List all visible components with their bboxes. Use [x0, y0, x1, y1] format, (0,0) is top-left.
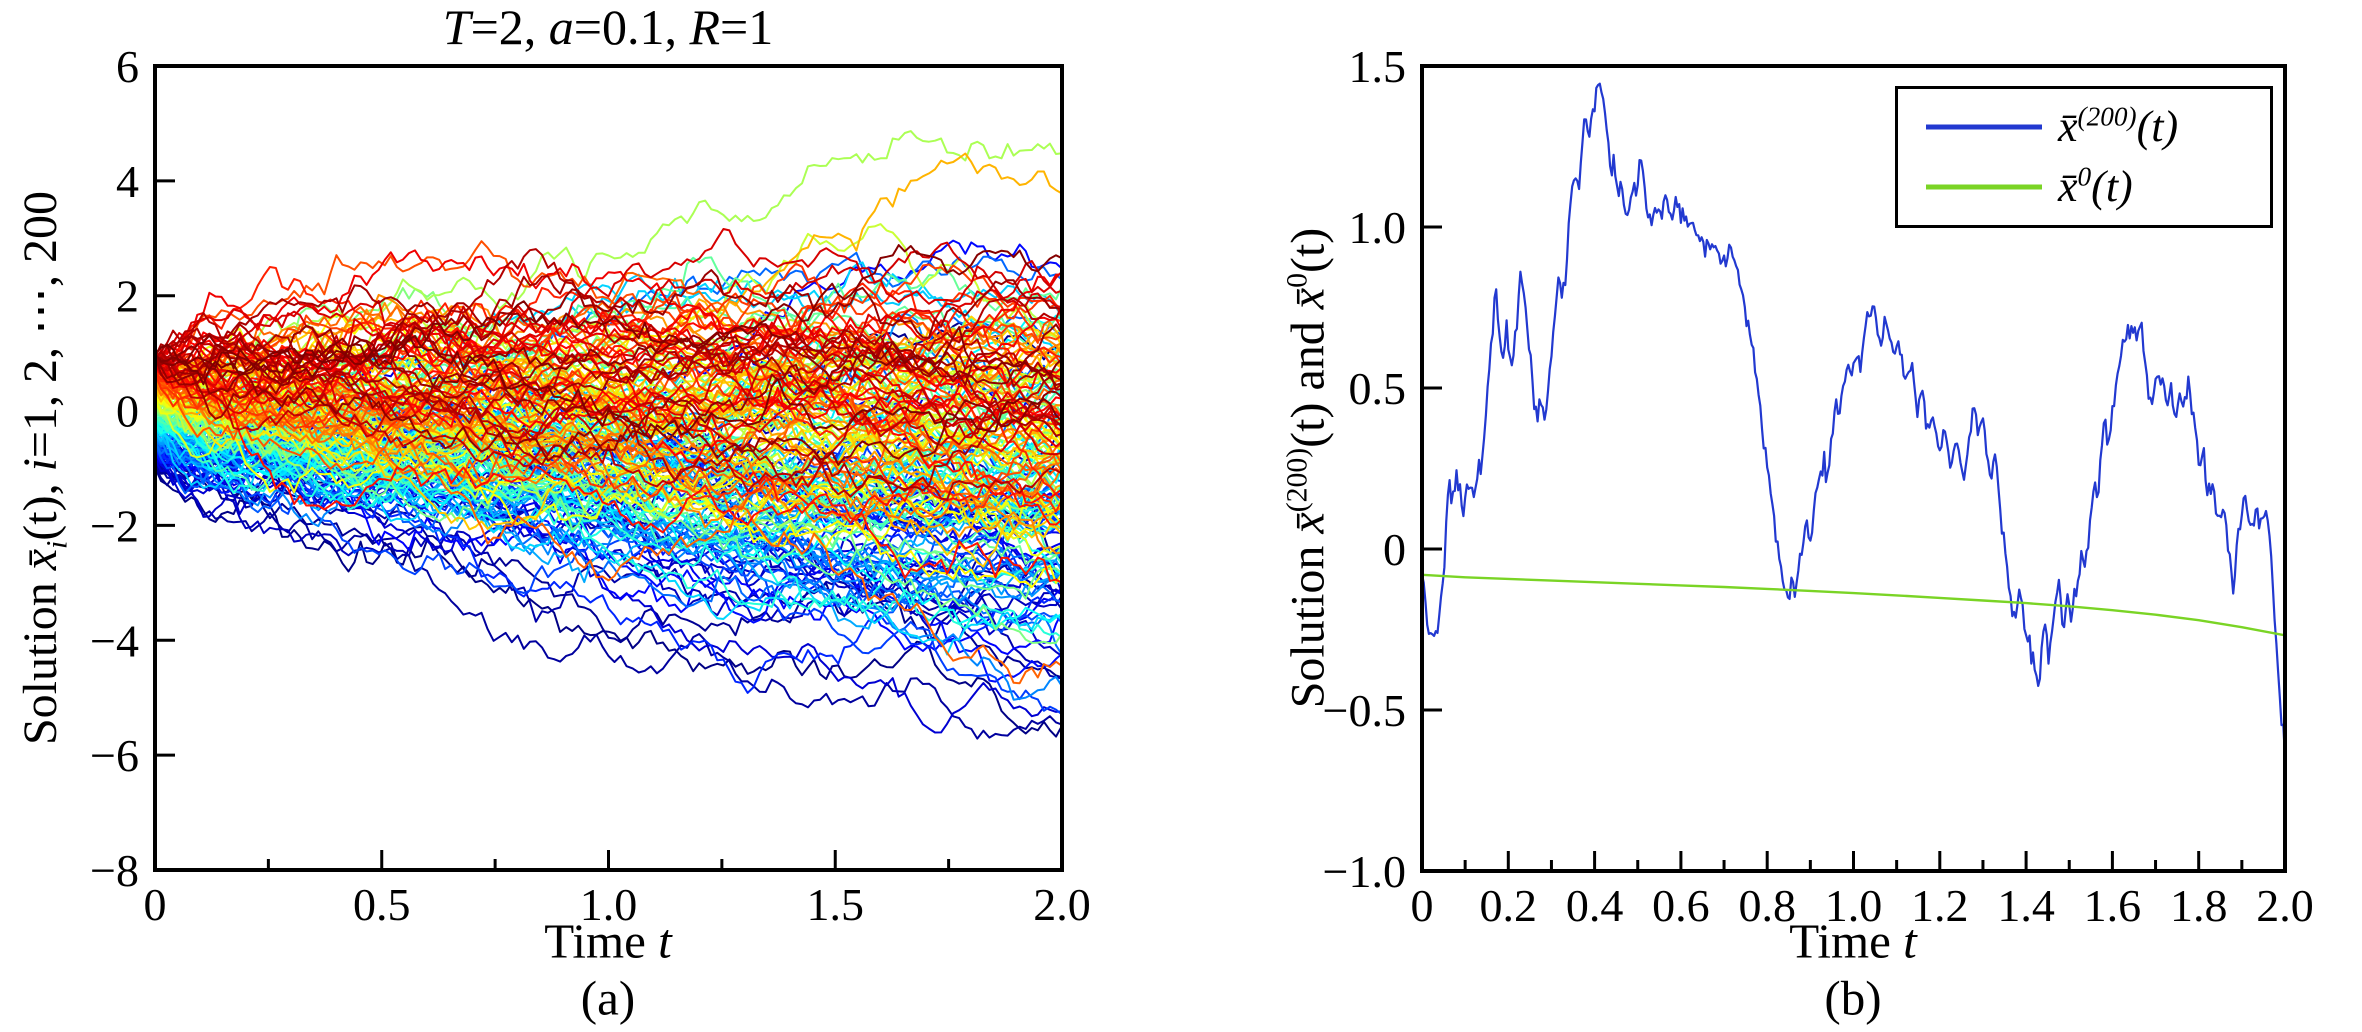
x-tick-label: 0	[1411, 880, 1434, 931]
series-line	[155, 244, 1062, 378]
y-tick-label: 4	[116, 156, 139, 207]
series-line	[155, 293, 1062, 440]
plot-b-caption: (b)	[1824, 970, 1882, 1026]
series-line	[155, 323, 1062, 388]
y-tick-label: −1.0	[1323, 846, 1406, 897]
series-line	[155, 386, 1062, 549]
series-line	[155, 352, 1062, 439]
plot-a-title: T=2, a=0.1, R=1	[443, 0, 773, 56]
title-run: =0.1,	[573, 0, 690, 55]
y-tick-label: −6	[90, 730, 139, 781]
series-line	[1422, 573, 2285, 637]
series-line	[155, 411, 1062, 531]
series-line	[155, 349, 1062, 418]
series-line	[155, 335, 1062, 440]
series-line	[155, 408, 1062, 588]
series-line	[155, 368, 1062, 534]
series-line	[1422, 82, 2285, 759]
series-line	[155, 370, 1062, 513]
series-line	[155, 330, 1062, 420]
series-line	[155, 241, 1062, 404]
y-tick-label: −8	[90, 845, 139, 896]
plot-b-xlabel: Time t	[1789, 913, 1917, 969]
x-tick-label: 1.2	[1911, 880, 1969, 931]
plot-a-xlabel: Time t	[544, 913, 672, 969]
plot-b-ylabel: Solution x̄(200)(t) and x̄0(t)	[1280, 227, 1335, 709]
title-run: =2,	[470, 0, 549, 55]
legend-entry-xbar0: x̄0(t)	[1898, 161, 2270, 211]
series-line	[155, 377, 1062, 685]
x-tick-label: 0	[144, 879, 167, 930]
plot-a-ylabel: Solution x̄i(t), i=1, 2, ⋯, 200	[14, 190, 74, 746]
plot-a-series	[155, 130, 1062, 740]
series-line	[155, 240, 1062, 419]
legend-label: x̄(200)(t)	[2058, 101, 2179, 151]
y-tick-label: −4	[90, 615, 139, 666]
series-line	[155, 344, 1062, 466]
series-line	[155, 466, 1062, 738]
legend-line-sample-green	[1926, 184, 2042, 190]
x-tick-label: 1.6	[2084, 880, 2142, 931]
plot-a-caption: (a)	[580, 970, 636, 1026]
y-tick-label: −2	[90, 500, 139, 551]
series-line	[155, 357, 1062, 458]
y-tick-label: 2	[116, 271, 139, 322]
x-tick-label: 0.5	[353, 879, 411, 930]
title-run: a	[548, 0, 574, 55]
legend-label: x̄0(t)	[2058, 161, 2133, 211]
title-run: T	[442, 0, 471, 55]
y-tick-label: 0	[116, 386, 139, 437]
x-tick-label: 0.8	[1738, 880, 1796, 931]
x-tick-label: 1.8	[2170, 880, 2228, 931]
axes-frame	[153, 64, 1064, 872]
x-tick-label: 1.5	[807, 879, 865, 930]
x-tick-label: 2.0	[2256, 880, 2314, 931]
series-line	[155, 263, 1062, 413]
series-line	[155, 323, 1062, 427]
y-tick-label: 6	[116, 41, 139, 92]
y-tick-label: 1.5	[1349, 41, 1407, 92]
x-tick-label: 0.2	[1480, 880, 1538, 931]
series-line	[155, 410, 1062, 600]
series-line	[155, 378, 1062, 555]
x-tick-label: 0.6	[1652, 880, 1710, 931]
title-run: =1	[720, 0, 774, 55]
series-line	[155, 355, 1062, 493]
plot-b-series	[1422, 82, 2285, 759]
title-run: R	[689, 0, 721, 55]
y-tick-label: 0.5	[1349, 363, 1407, 414]
y-tick-label: 0	[1383, 524, 1406, 575]
series-line	[155, 314, 1062, 484]
series-line	[155, 315, 1062, 401]
legend-entry-xbar200: x̄(200)(t)	[1898, 101, 2270, 151]
x-tick-label: 1.4	[1997, 880, 2055, 931]
series-line	[155, 361, 1062, 512]
legend-line-sample-blue	[1926, 124, 2042, 130]
series-line	[155, 287, 1062, 412]
series-line	[155, 275, 1062, 437]
x-tick-label: 1.0	[580, 879, 638, 930]
y-tick-label: 1.0	[1349, 202, 1407, 253]
y-tick-label: −0.5	[1323, 685, 1406, 736]
series-line	[155, 399, 1062, 533]
series-line	[155, 269, 1062, 386]
series-line	[155, 332, 1062, 420]
legend: x̄(200)(t) x̄0(t)	[1895, 86, 2273, 228]
series-line	[155, 228, 1062, 364]
axes-frame	[1420, 64, 2287, 873]
series-line	[155, 463, 1062, 740]
x-tick-label: 2.0	[1033, 879, 1091, 930]
series-line	[155, 311, 1062, 420]
x-tick-label: 1.0	[1825, 880, 1883, 931]
series-line	[155, 380, 1062, 495]
x-tick-label: 0.4	[1566, 880, 1624, 931]
series-line	[155, 328, 1062, 404]
